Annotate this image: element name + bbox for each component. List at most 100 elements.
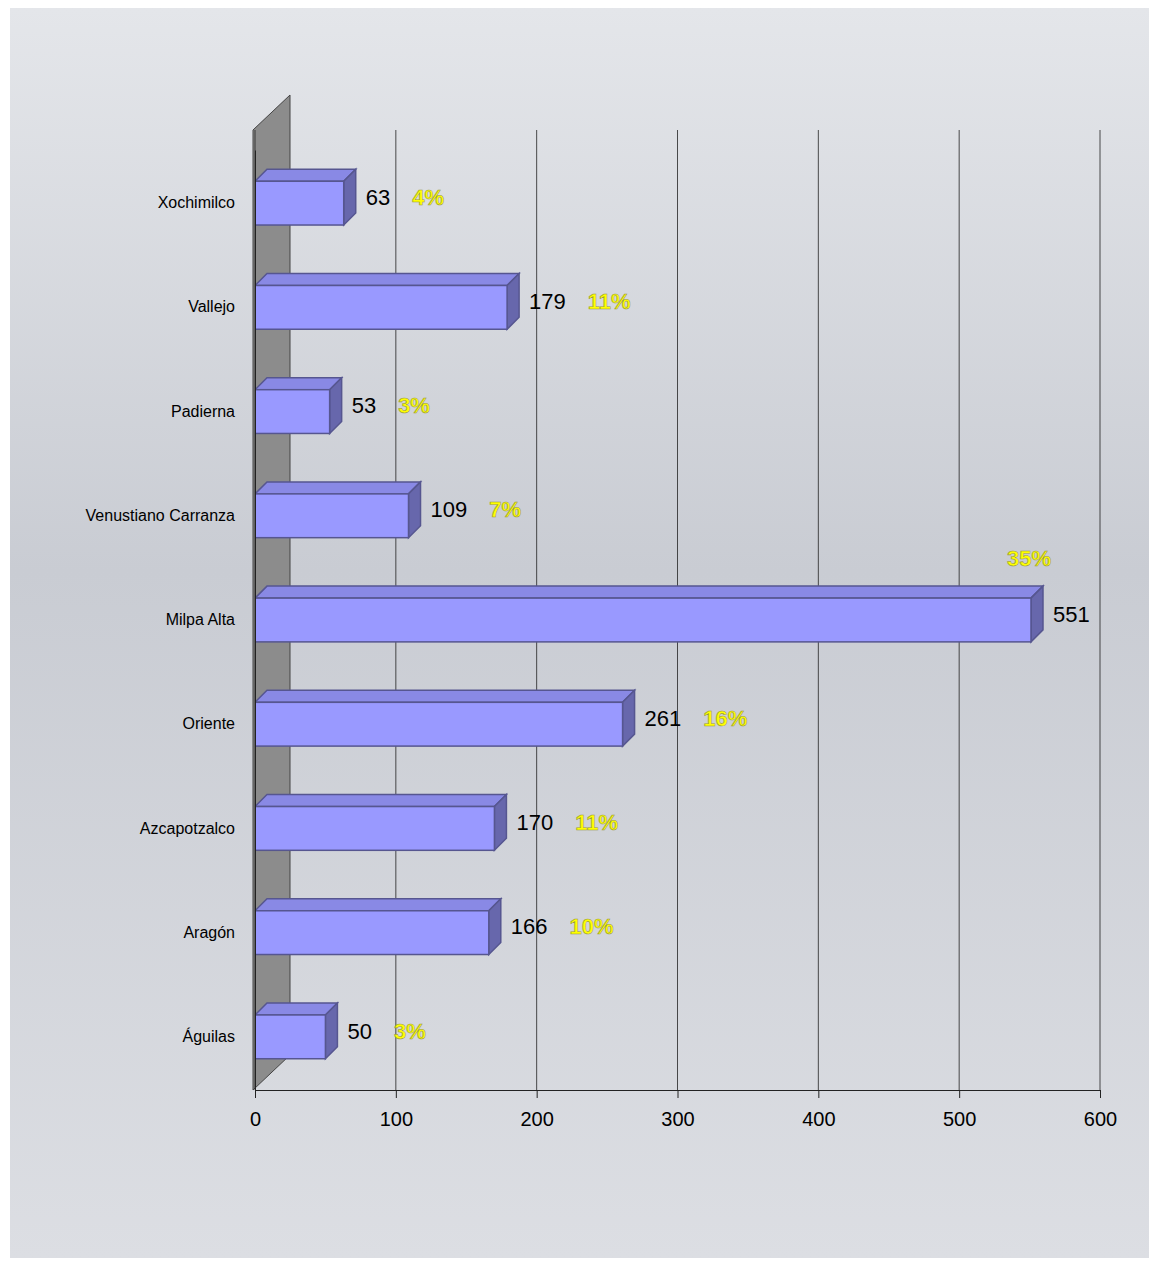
bar — [255, 1015, 325, 1059]
value-label: 166 — [511, 914, 548, 939]
tick: Xochimilco — [158, 194, 255, 211]
tick-mark — [818, 1090, 819, 1098]
tick-mark — [1100, 1090, 1101, 1098]
tick: Padierna — [171, 403, 255, 420]
value-label: 551 — [1053, 602, 1090, 627]
tick: 300 — [661, 1090, 694, 1130]
tick-mark — [537, 1090, 538, 1098]
tick-label: Azcapotzalco — [140, 820, 235, 837]
bar-top — [255, 273, 519, 285]
bar-side — [409, 482, 421, 538]
tick-label: Milpa Alta — [166, 611, 235, 628]
percent-label: 7% — [489, 497, 521, 522]
percent-label: 3% — [398, 393, 430, 418]
bar — [255, 390, 330, 434]
value-label: 261 — [645, 706, 682, 731]
tick-label: 500 — [943, 1108, 976, 1130]
tick-label: 600 — [1084, 1108, 1117, 1130]
bar-side — [344, 169, 356, 225]
bar — [255, 181, 344, 225]
value-label: 53 — [352, 393, 376, 418]
bar — [255, 807, 494, 851]
tick: Milpa Alta — [166, 611, 255, 628]
bar — [255, 285, 507, 329]
bar-group — [255, 1003, 337, 1059]
percent-label: 10% — [570, 914, 614, 939]
y-axis: Xochimilco Vallejo Padierna Venustiano Carr… — [86, 151, 256, 1091]
bar — [255, 702, 623, 746]
tick-label: Águilas — [183, 1027, 235, 1045]
bar-top — [255, 899, 501, 911]
value-label: 179 — [529, 289, 566, 314]
background — [10, 8, 1149, 1258]
bar-top — [255, 690, 635, 702]
bar-side — [623, 690, 635, 746]
bar-side — [507, 273, 519, 329]
bar-side — [325, 1003, 337, 1059]
tick-mark — [255, 1090, 256, 1098]
tick-label: Oriente — [183, 715, 236, 732]
x-axis: 0 100 200 300 400 500 600 — [250, 1090, 1117, 1130]
percent-label: 35% — [1007, 546, 1051, 571]
bar-group — [255, 795, 506, 851]
tick-label: Venustiano Carranza — [86, 507, 236, 524]
bar-group — [255, 378, 342, 434]
tick-mark — [959, 1090, 960, 1098]
bar — [255, 911, 489, 955]
percent-label: 11% — [575, 810, 618, 835]
grid-line — [1100, 130, 1101, 1090]
tick: 400 — [802, 1090, 835, 1130]
tick: Venustiano Carranza — [86, 507, 255, 524]
tick-label: 400 — [802, 1108, 835, 1130]
bar-top — [255, 1003, 337, 1015]
bar-top — [255, 169, 356, 181]
tick-label: Padierna — [171, 403, 235, 420]
percent-label: 16% — [703, 706, 747, 731]
bar-side — [494, 795, 506, 851]
bar-side — [1031, 586, 1043, 642]
tick: Oriente — [183, 715, 255, 732]
tick: 200 — [520, 1090, 553, 1130]
bar-side — [330, 378, 342, 434]
tick: 600 — [1084, 1090, 1117, 1130]
bar-group — [255, 169, 356, 225]
tick: Vallejo — [188, 298, 255, 315]
bar-group — [255, 273, 519, 329]
bar-top — [255, 378, 342, 390]
data-labels: 634%17911%533%1097%55135%26116%17011%166… — [347, 185, 1089, 1044]
axis-line — [255, 151, 256, 1091]
bar-group — [255, 899, 501, 955]
grid — [255, 130, 1100, 1090]
axis-line — [256, 1091, 1101, 1099]
percent-label: 4% — [412, 185, 444, 210]
tick-mark — [396, 1090, 397, 1098]
tick: 100 — [380, 1090, 413, 1130]
tick-label: Vallejo — [188, 298, 235, 315]
chart: 0 100 200 300 400 500 600 Xochimilco Vallejo Padi… — [0, 0, 1159, 1270]
tick-label: 100 — [380, 1108, 413, 1130]
tick: Aragón — [183, 924, 255, 941]
tick: 0 — [250, 1090, 261, 1130]
grid-line — [255, 130, 256, 1090]
bar-side — [489, 899, 501, 955]
bar — [255, 598, 1031, 642]
value-label: 50 — [347, 1019, 371, 1044]
tick-mark — [678, 1090, 679, 1098]
bar-group — [255, 482, 421, 538]
bars — [255, 169, 1043, 1058]
bar — [255, 494, 409, 538]
tick-label: 200 — [520, 1108, 553, 1130]
tick-label: Xochimilco — [158, 194, 235, 211]
tick-label: Aragón — [183, 924, 235, 941]
bar-top — [255, 795, 506, 807]
tick: Águilas — [183, 1027, 255, 1045]
percent-label: 11% — [588, 289, 631, 314]
value-label: 170 — [516, 810, 553, 835]
percent-label: 3% — [394, 1019, 426, 1044]
bar-top — [255, 586, 1043, 598]
tick: Azcapotzalco — [140, 820, 255, 837]
value-label: 109 — [431, 497, 468, 522]
bar-group — [255, 586, 1043, 642]
tick-label: 0 — [250, 1108, 261, 1130]
bar-top — [255, 482, 421, 494]
